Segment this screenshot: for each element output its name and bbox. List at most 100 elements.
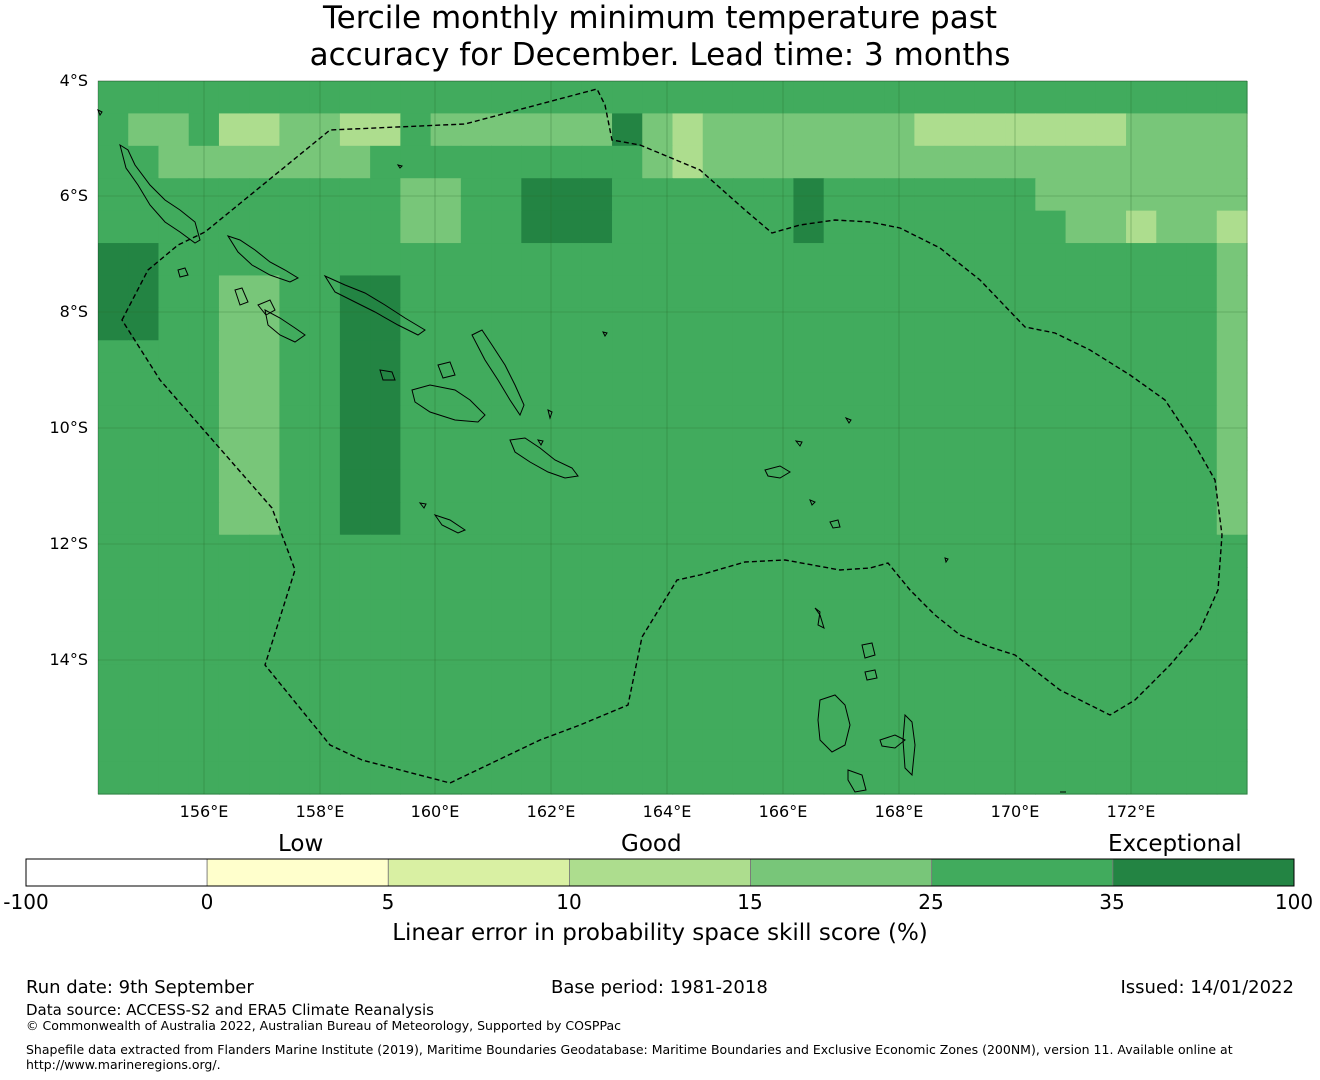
skill-cell (1216, 567, 1248, 601)
skill-cell (1126, 729, 1157, 763)
skill-cell (1005, 405, 1036, 439)
skill-cell (1186, 502, 1218, 536)
skill-cell (551, 178, 583, 212)
skill-cell (279, 81, 311, 115)
skill-cell (1035, 631, 1067, 665)
skill-cell (249, 599, 281, 633)
skill-cell (1035, 145, 1067, 179)
skill-cell (944, 81, 976, 115)
skill-cell (158, 696, 190, 730)
skill-cell (370, 307, 401, 341)
skill-cell (1005, 534, 1036, 568)
skill-cell (884, 502, 915, 536)
skill-cell (1186, 145, 1218, 179)
skill-cell (823, 340, 855, 374)
skill-cell (974, 405, 1006, 439)
skill-cell (1126, 437, 1157, 471)
skill-cell (702, 437, 734, 471)
skill-cell (642, 534, 674, 568)
skill-cell (884, 405, 915, 439)
skill-cell (763, 567, 795, 601)
skill-cell (974, 729, 1006, 763)
skill-cell (612, 696, 643, 730)
tikopia-island (829, 519, 841, 529)
skill-cell (1065, 567, 1097, 601)
skill-cell (914, 210, 946, 244)
skill-cell (430, 372, 462, 406)
skill-cell (279, 437, 311, 471)
skill-cell (672, 405, 704, 439)
skill-cell (128, 243, 160, 277)
skill-cell (1035, 405, 1067, 439)
malaita-island (471, 329, 525, 417)
skill-cell (1005, 664, 1036, 698)
skill-cell (218, 340, 250, 374)
skill-cell (1095, 340, 1127, 374)
skill-cell (1216, 534, 1248, 568)
skill-cell (521, 631, 553, 665)
skill-cell (914, 340, 946, 374)
skill-cell (491, 113, 522, 147)
skill-cell (1035, 567, 1067, 601)
skill-cell (853, 145, 885, 179)
skill-cell (612, 145, 643, 179)
skill-cell (853, 631, 885, 665)
skill-cell (581, 243, 613, 277)
skill-cell (491, 437, 522, 471)
skill-cell (793, 372, 825, 406)
skill-cell (430, 567, 462, 601)
skill-cell (370, 113, 401, 147)
skill-cell (974, 145, 1006, 179)
skill-cell (853, 307, 885, 341)
ontong-islet (396, 164, 403, 169)
skill-cell (249, 340, 281, 374)
skill-cell (98, 340, 129, 374)
skill-cell (612, 372, 643, 406)
skill-cell (309, 761, 341, 795)
skill-cell (218, 664, 250, 698)
skill-cell (98, 405, 129, 439)
skill-cell (1216, 469, 1248, 503)
skill-cell (884, 729, 915, 763)
skill-cell (460, 81, 492, 115)
skill-cell (1005, 599, 1036, 633)
skill-cell (853, 696, 885, 730)
tick-label-1: 0 (200, 890, 214, 914)
skill-cell (430, 534, 462, 568)
skill-cell (551, 275, 583, 309)
skill-cell (430, 664, 462, 698)
skill-cell (521, 178, 553, 212)
skill-cell (853, 340, 885, 374)
skill-cell (218, 599, 250, 633)
skill-cell (521, 729, 553, 763)
skill-cell (1035, 243, 1067, 277)
skill-cell (249, 145, 281, 179)
skill-cell (732, 243, 764, 277)
skill-cell (551, 696, 583, 730)
skill-cell (98, 729, 129, 763)
skill-cell (702, 405, 734, 439)
skill-cell (309, 307, 341, 341)
tick-label-0: -100 (3, 890, 49, 914)
choiseul-island (226, 235, 300, 283)
skill-cell (218, 243, 250, 277)
skill-cell (279, 469, 311, 503)
skill-cell (309, 469, 341, 503)
copyright: © Commonwealth of Australia 2022, Austra… (26, 1018, 621, 1033)
skill-cell (732, 372, 764, 406)
skill-cell (158, 502, 190, 536)
skill-cell (1035, 210, 1067, 244)
skill-cell (430, 761, 462, 795)
skill-cell (732, 729, 764, 763)
skill-cell (1035, 275, 1067, 309)
skill-cell (914, 178, 946, 212)
skill-cell (158, 307, 190, 341)
skill-cell (974, 664, 1006, 698)
skill-cell (218, 502, 250, 536)
skill-cell (158, 145, 190, 179)
skill-cell (1126, 469, 1157, 503)
skill-cell (732, 437, 764, 471)
skill-cell (702, 210, 734, 244)
skill-cell (128, 469, 160, 503)
skill-cell (793, 631, 825, 665)
